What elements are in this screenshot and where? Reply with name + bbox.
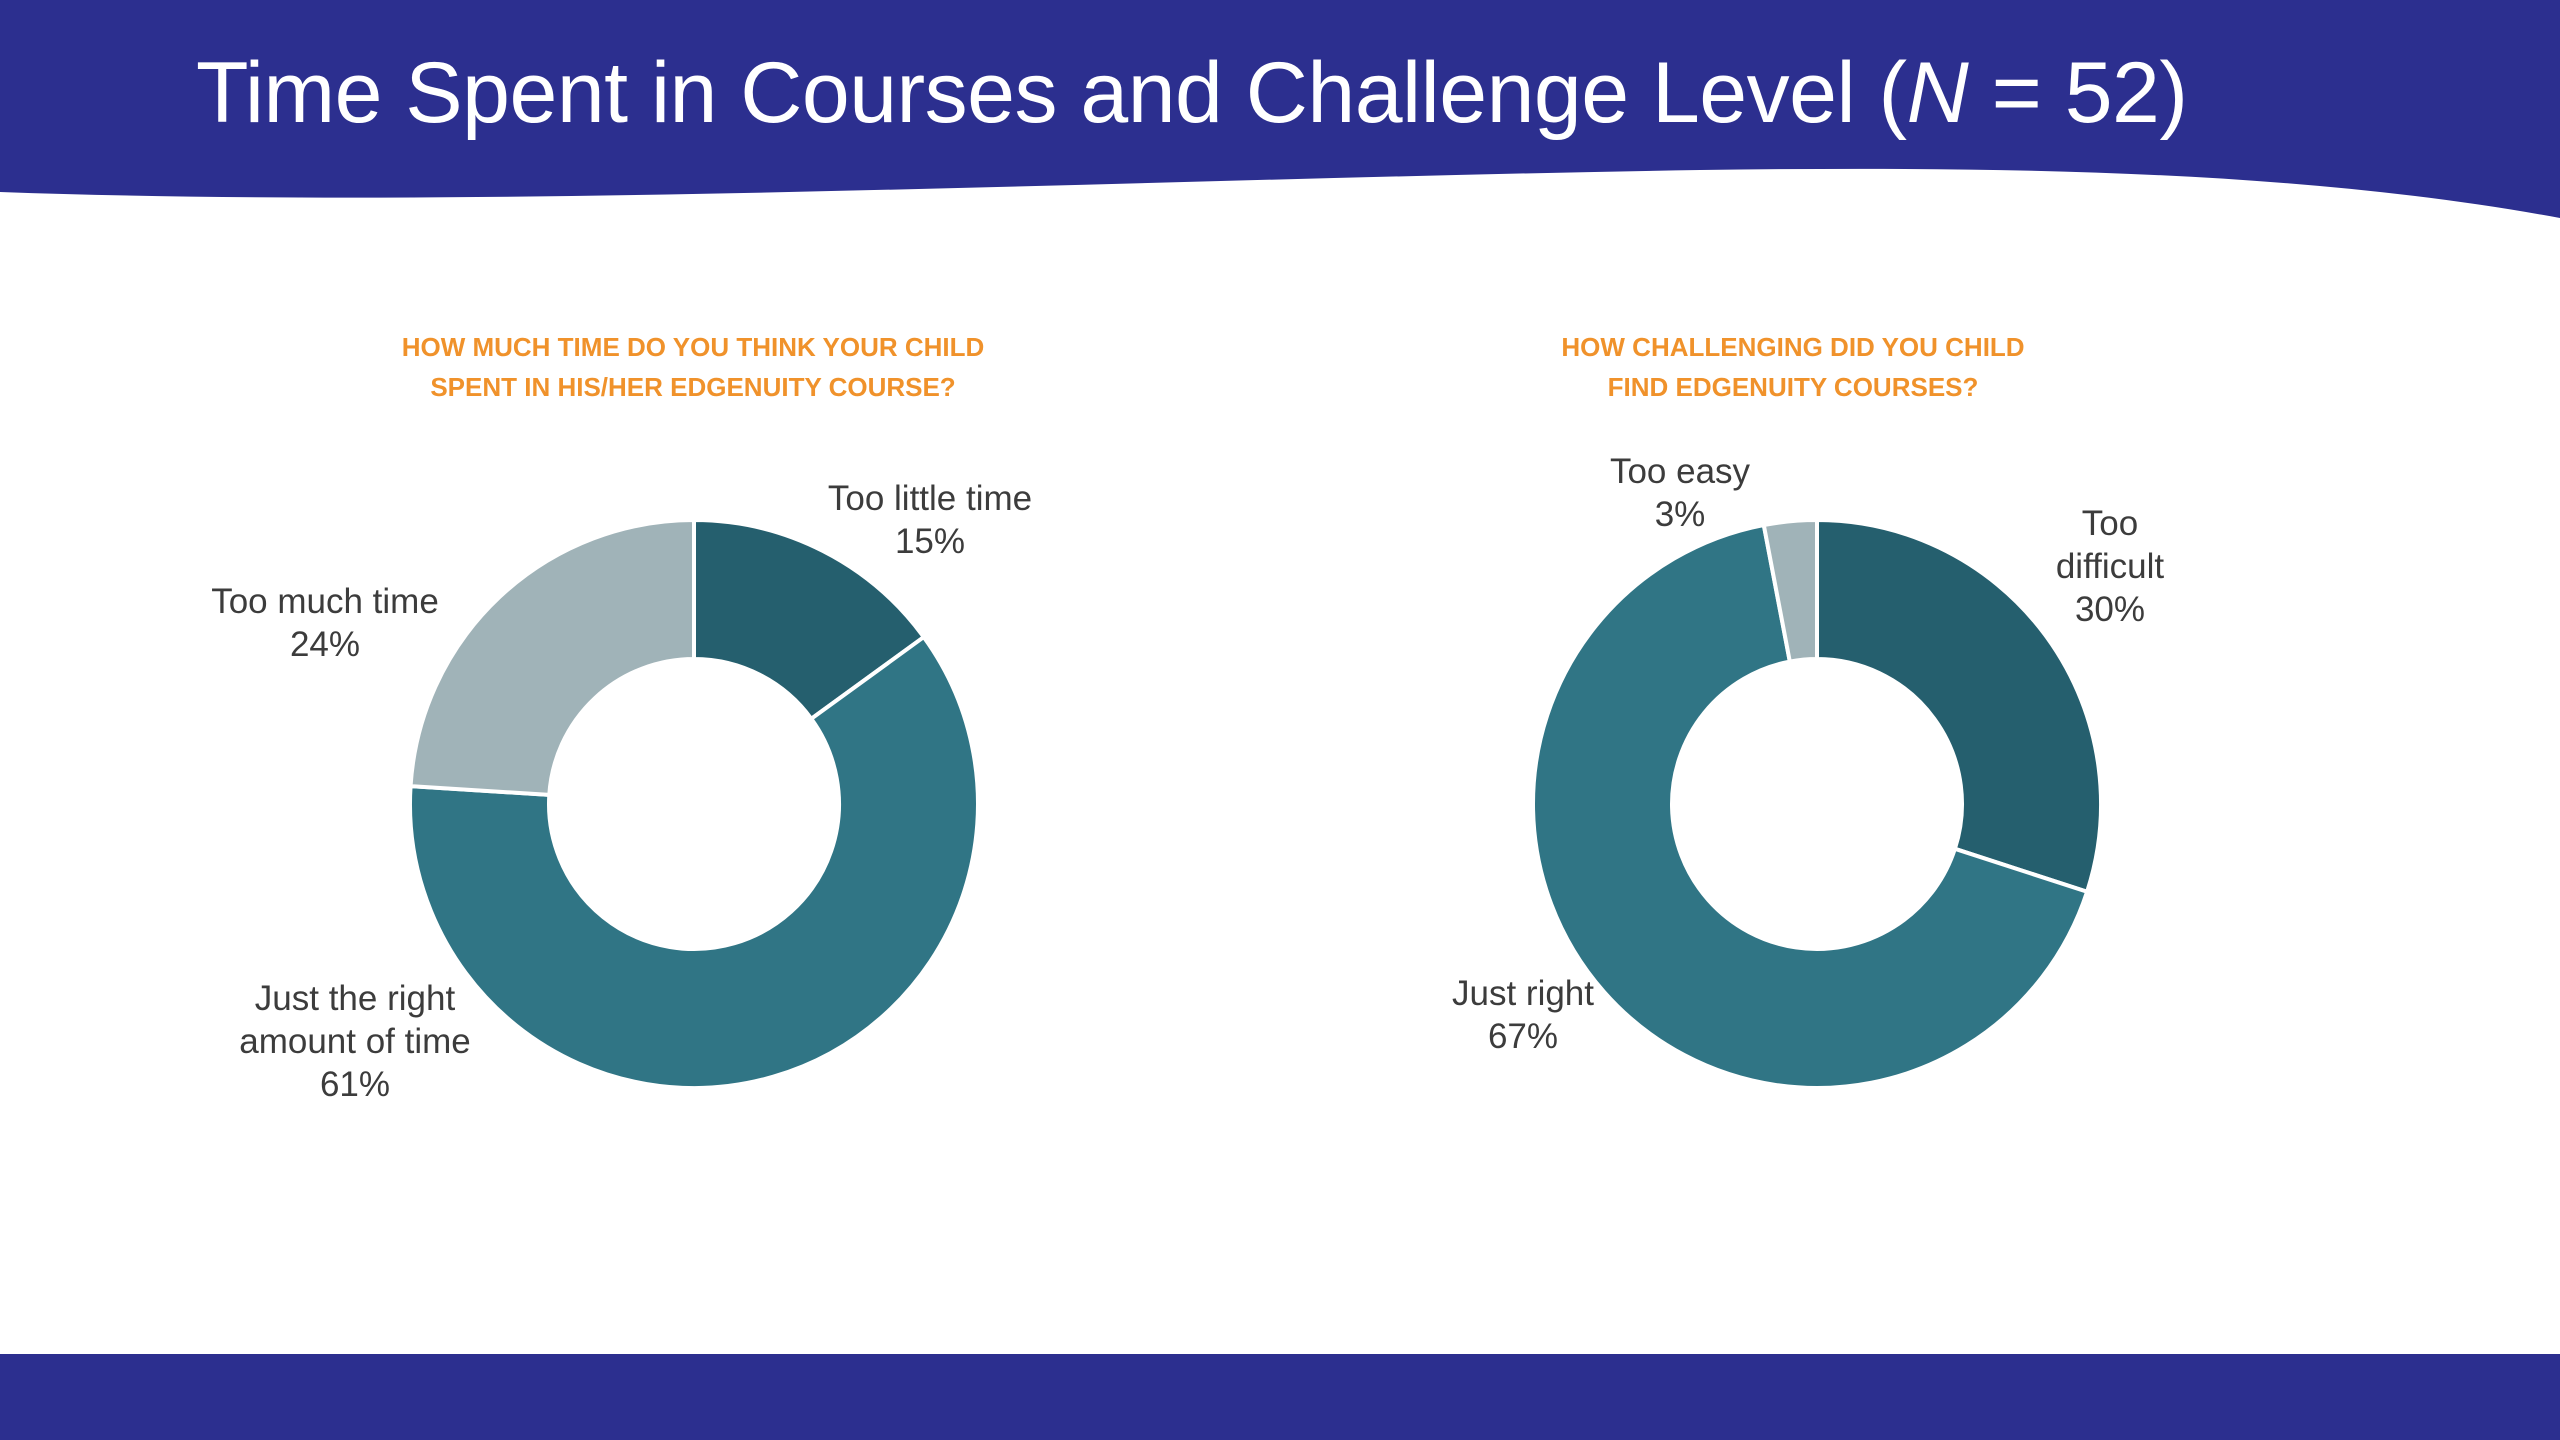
chart-title-challenge: HOW CHALLENGING DID YOU CHILD FIND EDGEN… (1561, 332, 2025, 402)
title-suffix: = 52) (1968, 45, 2188, 141)
data-label-too-easy: Too easy 3% (1609, 452, 1751, 534)
donut-chart-time-spent (408, 517, 980, 1090)
donut-chart-challenge (1531, 517, 2103, 1090)
title-n: N (1906, 45, 1969, 141)
chart-title-time-spent: HOW MUCH TIME DO YOU THINK YOUR CHILD SP… (401, 332, 985, 402)
data-label-too-much-time: Too much time 24% (211, 582, 439, 664)
slide-title: Time Spent in Courses and Challenge Leve… (196, 44, 2188, 143)
donut-slice-too-much-time (408, 517, 696, 798)
donut-slice-too-difficult (1815, 517, 2103, 895)
data-label-just-right: Just right 67% (1452, 974, 1594, 1056)
donut-slice-too-little-time (692, 517, 927, 722)
donut-slice-just-right (1531, 522, 2090, 1090)
footer-band (0, 1354, 2560, 1440)
title-prefix: Time Spent in Courses and Challenge Leve… (196, 45, 1907, 141)
data-label-too-difficult: Too difficult 30% (2055, 504, 2165, 629)
data-label-too-little-time: Too little time 15% (827, 479, 1033, 561)
donut-slice-just-right-time (408, 634, 980, 1090)
header-band (0, 0, 2560, 218)
data-label-just-right-time: Just the right amount of time 61% (239, 979, 471, 1104)
donut-slice-too-easy (1761, 517, 1819, 664)
